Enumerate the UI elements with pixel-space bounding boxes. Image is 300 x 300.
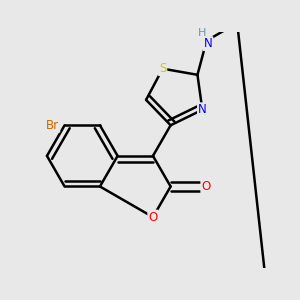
Text: Br: Br — [46, 119, 59, 132]
Text: O: O — [148, 211, 158, 224]
Text: N: N — [198, 103, 207, 116]
Text: N: N — [204, 37, 212, 50]
Text: H: H — [198, 28, 206, 38]
Text: O: O — [201, 180, 211, 193]
Text: S: S — [159, 62, 166, 75]
